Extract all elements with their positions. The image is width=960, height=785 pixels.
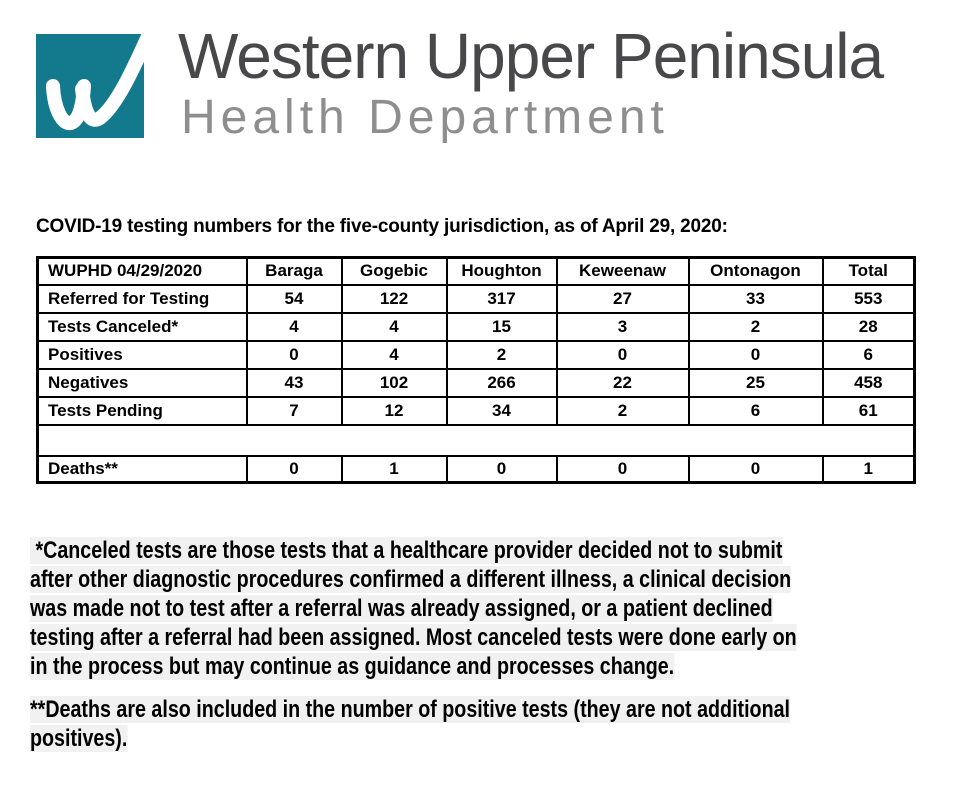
footnote-deaths: **Deaths are also included in the number…: [30, 695, 791, 753]
footnote-line: after other diagnostic procedures confir…: [30, 566, 792, 593]
brand-name-line1: Western Upper Peninsula: [178, 20, 884, 92]
table-row-positives: Positives 0 4 2 0 0 6: [36, 339, 916, 370]
cell: 6: [687, 395, 824, 426]
header-cell-keweenaw: Keweenaw: [555, 256, 690, 286]
cell: 4: [340, 311, 448, 342]
cell: 54: [245, 283, 343, 314]
cell: 27: [555, 283, 690, 314]
brand-name-line2: Health Department: [181, 91, 669, 144]
cell: 0: [245, 339, 343, 370]
cell: 317: [445, 283, 558, 314]
cell: 22: [555, 367, 690, 398]
logo-w-icon: [46, 34, 144, 131]
cell: 33: [687, 283, 824, 314]
cell: 1: [821, 454, 916, 484]
table-row-spacer: [36, 423, 916, 457]
header-cell-houghton: Houghton: [445, 256, 558, 286]
header-cell-gogebic: Gogebic: [340, 256, 448, 286]
table-row-referred: Referred for Testing 54 122 317 27 33 55…: [36, 283, 916, 314]
table-row-deaths: Deaths** 0 1 0 0 0 1: [36, 454, 916, 484]
cell: 15: [445, 311, 558, 342]
cell: 0: [445, 454, 558, 484]
footnote-line: was made not to test after a referral wa…: [30, 595, 773, 622]
cell: 3: [555, 311, 690, 342]
row-label-cell: Tests Canceled*: [36, 311, 248, 342]
footnote-line: positives).: [30, 725, 128, 752]
cell: 266: [445, 367, 558, 398]
cell: 458: [821, 367, 916, 398]
table-row-negatives: Negatives 43 102 266 22 25 458: [36, 367, 916, 398]
cell: 2: [555, 395, 690, 426]
cell: 43: [245, 367, 343, 398]
footnote-line: **Deaths are also included in the number…: [30, 696, 791, 723]
row-label-cell: Negatives: [36, 367, 248, 398]
cell: 25: [687, 367, 824, 398]
cell: 0: [555, 339, 690, 370]
table-row-pending: Tests Pending 7 12 34 2 6 61: [36, 395, 916, 426]
table-row-canceled: Tests Canceled* 4 4 15 3 2 28: [36, 311, 916, 342]
footnote-line: *Canceled tests are those tests that a h…: [30, 537, 783, 564]
footnote-line: testing after a referral had been assign…: [30, 624, 797, 651]
cell: 28: [821, 311, 916, 342]
footnote-canceled-tests: *Canceled tests are those tests that a h…: [30, 536, 797, 681]
cell: 61: [821, 395, 916, 426]
header-cell-ontonagon: Ontonagon: [687, 256, 824, 286]
cell: 7: [245, 395, 343, 426]
cell: 12: [340, 395, 448, 426]
cell: 4: [245, 311, 343, 342]
header-cell-total: Total: [821, 256, 916, 286]
table-header-row: WUPHD 04/29/2020 Baraga Gogebic Houghton…: [36, 256, 916, 286]
header-cell-wuphd-date: WUPHD 04/29/2020: [36, 256, 248, 286]
spacer-cell: [36, 423, 916, 457]
cell: 0: [555, 454, 690, 484]
cell: 6: [821, 339, 916, 370]
cell: 4: [340, 339, 448, 370]
cell: 0: [687, 454, 824, 484]
row-label-cell: Referred for Testing: [36, 283, 248, 314]
cell: 2: [445, 339, 558, 370]
page-title: COVID-19 testing numbers for the five-co…: [36, 216, 728, 237]
footnote-line: in the process but may continue as guida…: [30, 653, 675, 680]
testing-table: WUPHD 04/29/2020 Baraga Gogebic Houghton…: [36, 256, 916, 484]
row-label-cell: Tests Pending: [36, 395, 248, 426]
wuphd-logo: [36, 34, 144, 138]
cell: 102: [340, 367, 448, 398]
cell: 34: [445, 395, 558, 426]
cell: 2: [687, 311, 824, 342]
cell: 553: [821, 283, 916, 314]
row-label-cell: Positives: [36, 339, 248, 370]
header-cell-baraga: Baraga: [245, 256, 343, 286]
cell: 0: [687, 339, 824, 370]
row-label-cell: Deaths**: [36, 454, 248, 484]
cell: 122: [340, 283, 448, 314]
cell: 0: [245, 454, 343, 484]
cell: 1: [340, 454, 448, 484]
